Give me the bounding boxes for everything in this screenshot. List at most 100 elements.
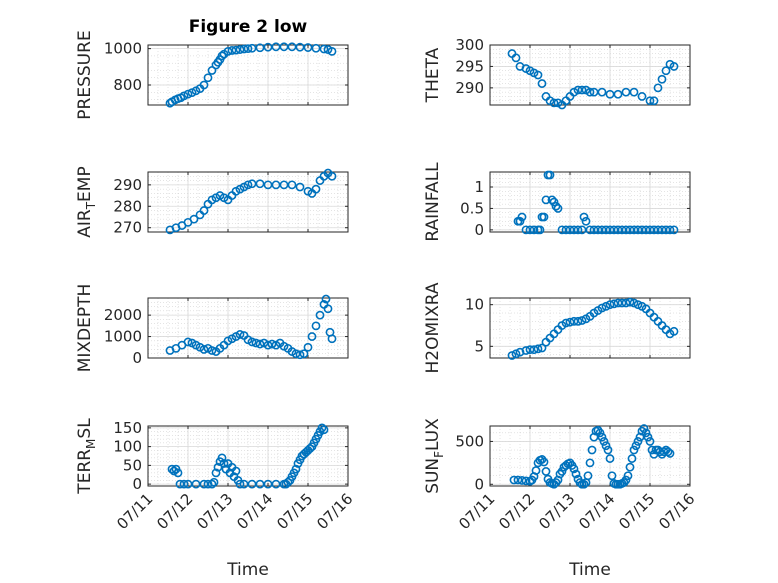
data-point xyxy=(521,346,531,355)
y-tick-label: 270 xyxy=(113,219,142,237)
data-point xyxy=(239,44,249,54)
data-point xyxy=(223,46,233,56)
data-point xyxy=(231,45,241,55)
data-point xyxy=(649,96,659,106)
data-point xyxy=(235,330,245,339)
axes-frame xyxy=(147,425,349,487)
data-point xyxy=(189,214,199,224)
data-point xyxy=(599,437,609,446)
data-point xyxy=(175,479,185,489)
data-point xyxy=(545,170,555,180)
data-point xyxy=(217,453,227,463)
y-tick-label: 800 xyxy=(113,76,142,94)
data-point xyxy=(663,447,673,457)
data-point xyxy=(515,216,525,226)
data-point xyxy=(307,332,317,341)
axes-3: 270 280 290 AIRTEMP xyxy=(75,166,349,238)
data-point xyxy=(625,462,635,472)
data-point xyxy=(621,475,631,485)
data-point xyxy=(323,304,333,314)
data-point xyxy=(319,425,329,435)
data-point xyxy=(521,476,531,486)
data-point xyxy=(183,337,193,347)
data-point xyxy=(605,300,615,310)
data-point xyxy=(247,43,257,53)
y-axis-label: AIRTEMP xyxy=(75,166,98,237)
data-point xyxy=(183,89,193,99)
data-point xyxy=(235,45,245,54)
data-point xyxy=(573,316,583,326)
data-point xyxy=(665,225,675,235)
x-tick-label: 07/16 xyxy=(313,490,356,533)
data-point xyxy=(617,298,627,308)
data-point xyxy=(539,212,549,222)
data-point xyxy=(173,468,183,478)
data-point xyxy=(575,478,585,487)
y-tick-label: 2000 xyxy=(104,306,142,324)
data-point xyxy=(657,74,667,84)
y-tick-label: 0 xyxy=(474,475,484,493)
y-tick-label: 0.5 xyxy=(460,199,484,217)
data-point xyxy=(311,321,321,331)
axes-frame xyxy=(489,171,691,233)
data-point xyxy=(607,471,617,481)
y-tick-label: 0 xyxy=(474,221,484,239)
data-point xyxy=(569,464,579,474)
data-point xyxy=(295,182,305,192)
data-point xyxy=(531,466,541,475)
data-point xyxy=(595,428,605,438)
data-point xyxy=(321,294,331,304)
data-point xyxy=(629,298,639,308)
axes-frame xyxy=(489,44,691,106)
data-point xyxy=(579,212,589,222)
data-point xyxy=(327,171,337,181)
data-point xyxy=(247,479,257,489)
data-point xyxy=(311,184,321,194)
data-point xyxy=(315,310,325,320)
data-point xyxy=(207,346,217,355)
y-tick-label: 0 xyxy=(132,349,142,367)
axes-2: 290 295 300 THETA xyxy=(423,36,691,110)
y-axis-label: PRESSURE xyxy=(75,30,95,119)
data-point xyxy=(547,195,557,205)
data-point xyxy=(243,180,253,190)
x-tick-label: 07/13 xyxy=(535,490,578,533)
data-point xyxy=(577,316,587,325)
data-point xyxy=(305,444,315,453)
data-point xyxy=(571,469,581,479)
data-point xyxy=(537,343,547,353)
data-point xyxy=(579,479,589,489)
y-axis-label: TERRMSL xyxy=(75,418,98,495)
data-point xyxy=(517,476,527,485)
axes-1: 800 1000 PRESSURE Figure 2 low xyxy=(75,17,349,120)
data-point xyxy=(207,66,217,75)
x-axis-label: Time xyxy=(226,560,269,580)
y-tick-label: 500 xyxy=(455,432,484,450)
data-point xyxy=(627,454,637,463)
x-tick-label: 07/11 xyxy=(113,490,156,533)
data-point xyxy=(515,347,525,357)
data-point xyxy=(641,428,651,438)
data-point xyxy=(311,43,321,53)
data-point xyxy=(319,44,329,54)
data-point xyxy=(549,98,559,108)
data-point xyxy=(235,479,245,489)
axes-6: 5 10 H2OMIXRA xyxy=(423,282,691,374)
data-point xyxy=(227,46,237,55)
data-point xyxy=(585,87,595,97)
data-point xyxy=(199,479,209,489)
data-point xyxy=(561,318,571,328)
data-point xyxy=(529,225,539,235)
y-tick-label: 295 xyxy=(455,57,484,75)
y-tick-label: 290 xyxy=(455,79,484,97)
y-tick-label: 290 xyxy=(113,176,142,194)
axes-5: 0 1000 2000 MIXDEPTH xyxy=(75,284,349,372)
data-point xyxy=(327,334,337,344)
data-point xyxy=(207,479,217,489)
data-point xyxy=(541,195,551,205)
data-point xyxy=(629,445,639,455)
data-point xyxy=(557,467,567,476)
data-point xyxy=(637,92,647,101)
data-point xyxy=(327,46,337,56)
